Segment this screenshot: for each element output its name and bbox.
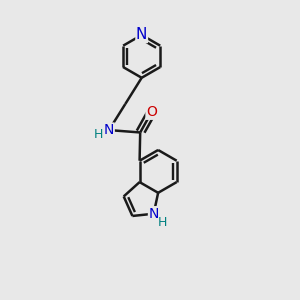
Text: O: O bbox=[146, 105, 157, 119]
Text: N: N bbox=[136, 28, 147, 43]
Text: H: H bbox=[158, 216, 167, 229]
Text: N: N bbox=[148, 207, 159, 221]
Text: H: H bbox=[94, 128, 103, 141]
Text: N: N bbox=[104, 123, 114, 137]
